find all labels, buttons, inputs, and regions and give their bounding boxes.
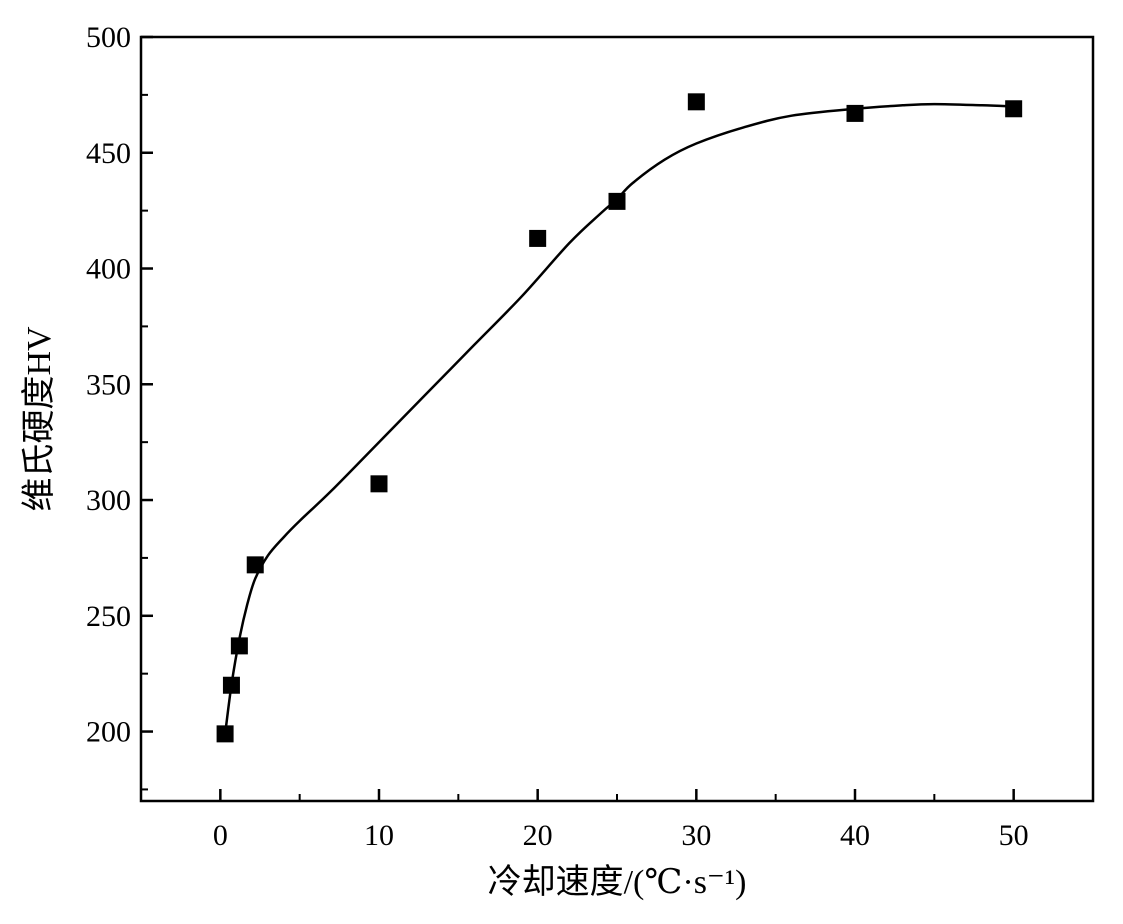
x-tick-label: 20	[523, 819, 553, 852]
x-tick-label: 30	[681, 819, 711, 852]
plot-frame	[139, 35, 1095, 803]
y-tick-label: 400	[86, 253, 131, 286]
x-tick-label: 50	[999, 819, 1029, 852]
data-point	[846, 104, 864, 122]
y-tick-label: 450	[86, 137, 131, 170]
data-point	[608, 192, 626, 210]
data-point	[230, 637, 248, 655]
y-axis-title: 维氏硬度HV	[20, 326, 58, 512]
data-point	[222, 676, 240, 694]
y-tick-label: 500	[86, 21, 131, 54]
data-point	[1005, 100, 1023, 118]
y-tick-label: 250	[86, 600, 131, 633]
y-tick-label: 200	[86, 716, 131, 749]
y-axis-ticks: 200 250 300 350 400 450 500	[86, 21, 153, 791]
x-axis-title: 冷却速度/(℃·s⁻¹)	[488, 863, 747, 901]
y-tick-label: 350	[86, 368, 131, 401]
data-point	[216, 725, 234, 743]
y-tick-label: 300	[86, 484, 131, 517]
fit-curve	[223, 102, 1014, 735]
fit-curve-layer	[223, 102, 1014, 735]
data-point	[370, 475, 388, 493]
x-tick-label: 40	[840, 819, 870, 852]
x-tick-label: 0	[213, 819, 228, 852]
data-points-layer	[216, 93, 1023, 743]
data-point	[529, 229, 547, 247]
data-point	[246, 556, 264, 574]
x-axis-ticks: 0 10 20 30 40 50	[213, 789, 1029, 852]
data-point	[687, 93, 705, 111]
x-tick-label: 10	[364, 819, 394, 852]
